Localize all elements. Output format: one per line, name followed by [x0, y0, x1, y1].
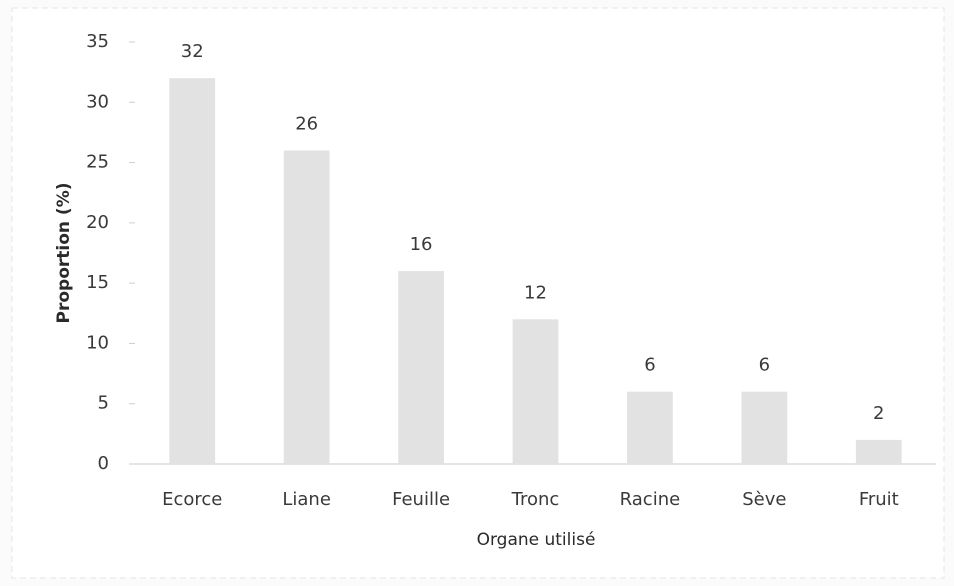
x-tick-label: Tronc	[511, 489, 560, 510]
x-tick-label: Liane	[282, 489, 331, 510]
value-label: 12	[524, 282, 547, 303]
x-tick-label: Ecorce	[162, 489, 222, 510]
value-label: 6	[759, 355, 770, 376]
y-axis-title: Proportion (%)	[54, 183, 74, 324]
bar	[627, 391, 673, 464]
value-label: 32	[181, 41, 204, 62]
x-axis-title: Organe utilisé	[477, 530, 596, 550]
y-tick-label: 20	[86, 212, 109, 233]
bar	[283, 150, 330, 464]
bar	[398, 271, 444, 464]
x-tick-label: Fruit	[859, 489, 899, 510]
value-label: 6	[644, 355, 655, 376]
y-tick-label: 15	[86, 272, 109, 293]
bar	[512, 319, 559, 464]
bar	[741, 391, 788, 464]
y-tick-label: 30	[86, 91, 109, 112]
bar	[169, 78, 216, 465]
value-label: 2	[873, 403, 884, 424]
chart-frame	[11, 7, 945, 579]
y-tick-label: 10	[86, 332, 109, 353]
y-tick-label: 0	[98, 453, 109, 474]
value-label: 16	[410, 234, 433, 255]
y-tick-label: 35	[86, 31, 109, 52]
bar	[855, 439, 902, 464]
x-tick-label: Feuille	[392, 489, 450, 510]
y-tick-label: 25	[86, 152, 109, 173]
value-label: 26	[295, 114, 318, 135]
y-tick-label: 5	[98, 393, 109, 414]
x-tick-label: Racine	[620, 489, 681, 510]
x-tick-label: Sève	[742, 489, 786, 510]
